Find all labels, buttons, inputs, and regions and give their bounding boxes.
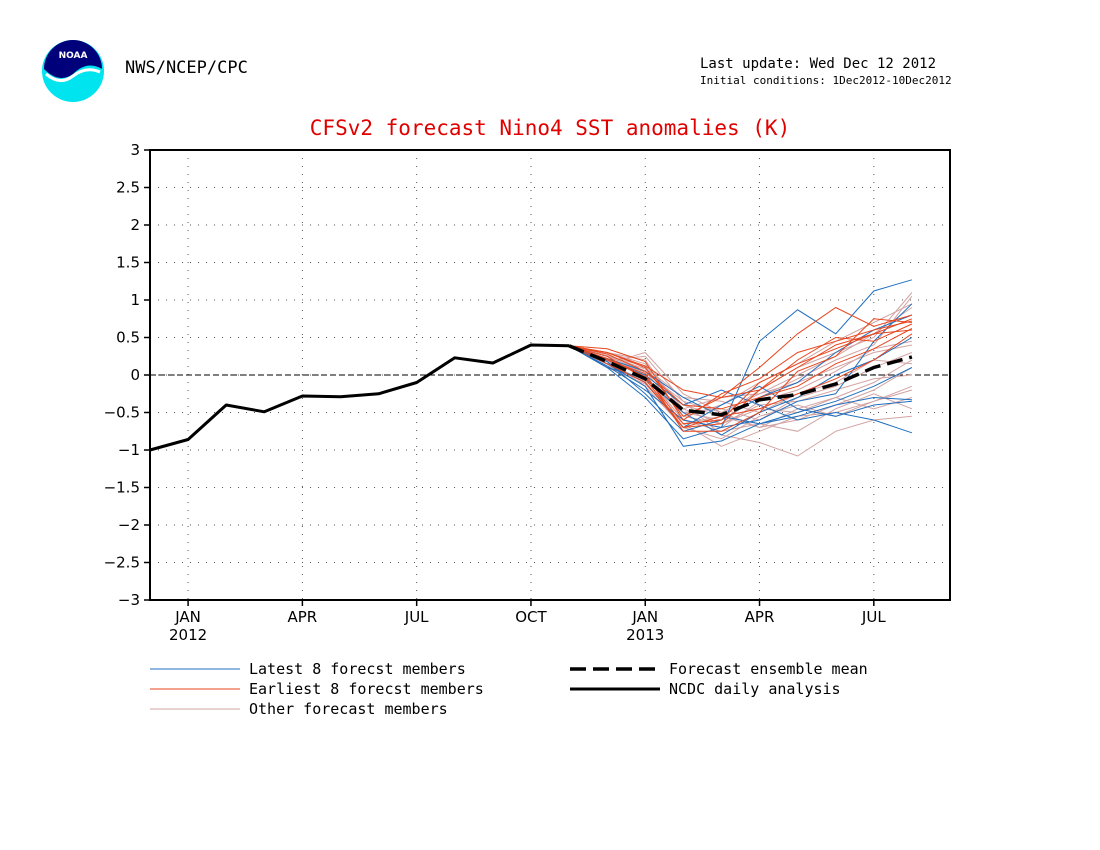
earliest-member-line [568,320,913,421]
legend-label-earliest: Earliest 8 forecst members [249,680,484,698]
x-tick-label: JUL [404,608,429,626]
y-tick-label: −1.5 [104,479,140,497]
logo-text: NOAA [59,51,88,61]
y-tick-label: −3 [118,591,140,609]
y-tick-label: 1 [130,291,140,309]
y-tick-label: 2.5 [116,179,140,197]
latest-member-line [568,345,913,425]
latest-member-line [568,345,912,447]
latest-member-line [568,279,913,440]
earliest-member-line [568,333,913,429]
y-tick-label: −2 [118,516,140,534]
grid [150,150,950,600]
plot-frame [149,149,951,601]
noaa-logo: NOAA [42,40,104,102]
ensemble-mean-line [568,344,913,417]
earliest-member-line [568,318,912,432]
earliest-member-line [568,329,912,425]
initial-conditions: Initial conditions: 1Dec2012-10Dec2012 [700,74,952,87]
x-tick-label: APR [745,608,775,626]
legend: Latest 8 forecst members Earliest 8 forec… [150,660,868,718]
series [149,279,913,457]
y-tick-label: 0 [130,366,140,384]
y-tick-label: 2 [130,216,140,234]
y-tick-label: −0.5 [104,404,140,422]
y-tick-label: 1.5 [116,254,140,272]
analysis-line [149,343,570,452]
earliest-member-line [568,306,913,417]
legend-label-analysis: NCDC daily analysis [669,680,841,698]
other-member-line [568,345,913,447]
y-tick-label: −2.5 [104,554,140,572]
x-tick-label: APR [288,608,318,626]
legend-label-latest: Latest 8 forecst members [249,660,466,678]
earliest-member-line [568,328,913,410]
x-tick-label: OCT [515,608,547,626]
x-tick-year-label: 2012 [169,626,207,644]
y-tick-label: 3 [130,141,140,159]
legend-label-other: Other forecast members [249,700,448,718]
x-tick-label: JAN [631,608,658,626]
x-tick-year-label: 2013 [626,626,664,644]
earliest-member-line [568,323,913,399]
x-tick-label: JAN [174,608,201,626]
other-member-line [568,345,912,414]
legend-label-mean: Forecast ensemble mean [669,660,868,678]
agency-label: NWS/NCEP/CPC [125,58,248,78]
chart-title: CFSv2 forecast Nino4 SST anomalies (K) [310,116,790,140]
y-tick-label: 0.5 [116,329,140,347]
y-tick-label: −1 [118,441,140,459]
x-tick-label: JUL [861,608,886,626]
y-axis: 3 2.5 2 1.5 1 0.5 0 −0.5 −1 −1.5 −2 −2.5 −3 [104,141,150,609]
last-update: Last update: Wed Dec 12 2012 [700,56,937,72]
other-member-line [568,345,913,425]
